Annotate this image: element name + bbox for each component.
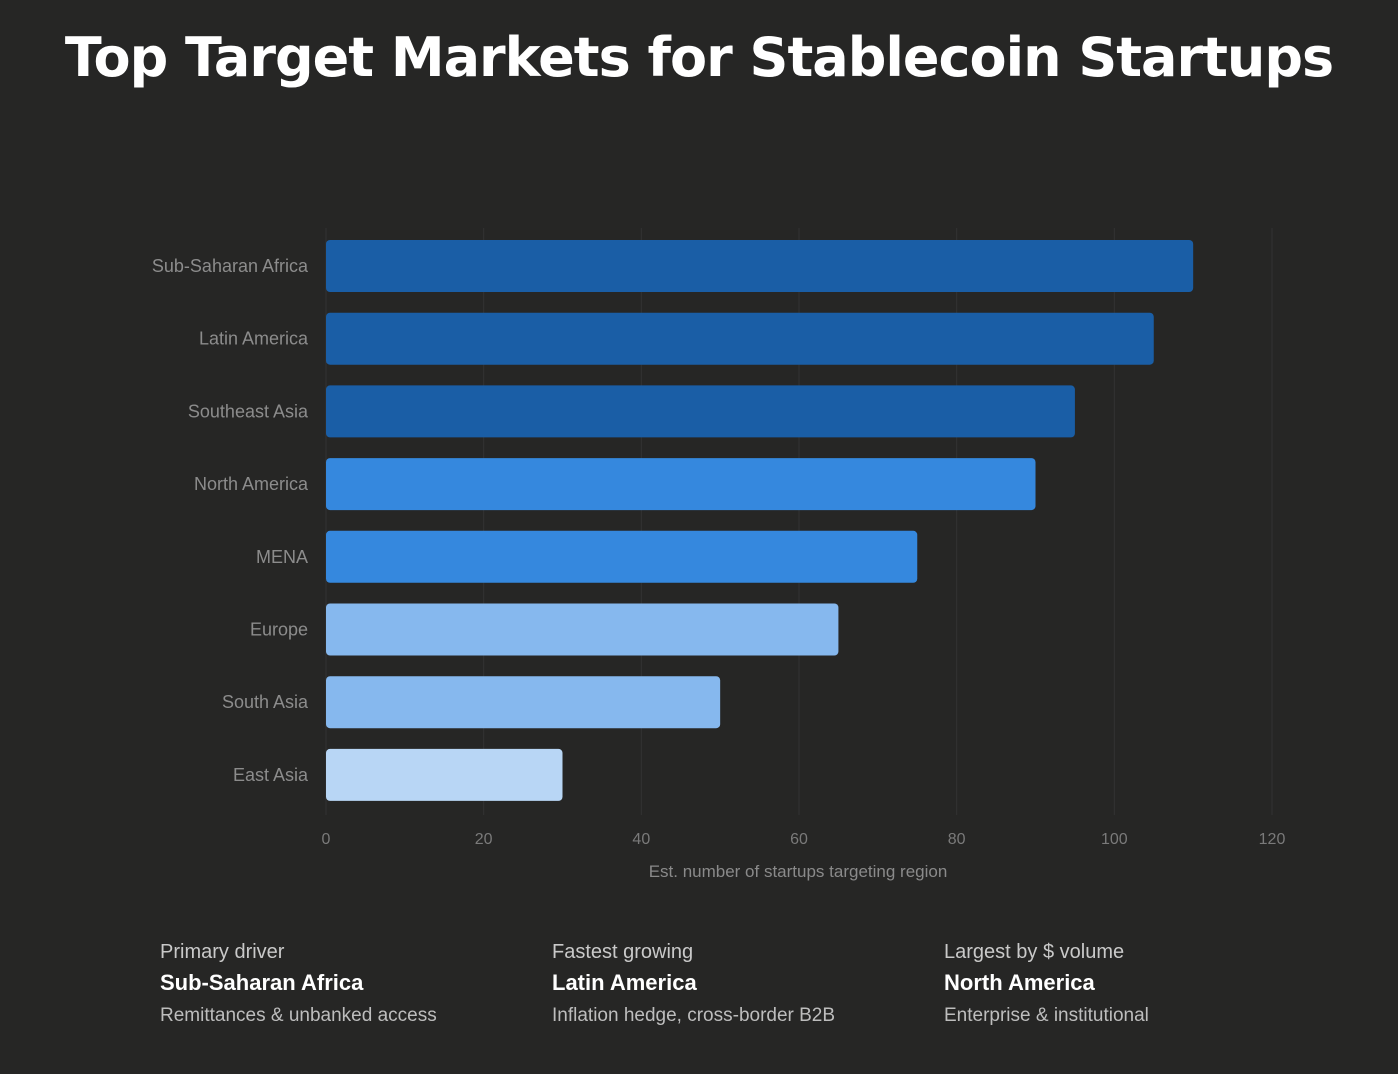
bars	[326, 240, 1194, 801]
x-tick-label: 0	[322, 831, 331, 848]
bar	[326, 240, 1194, 292]
category-label: East Asia	[233, 765, 309, 785]
highlight-fastest-growing: Fastest growing Latin America Inflation …	[552, 938, 932, 1032]
highlight-description: Inflation hedge, cross-border B2B	[552, 1005, 836, 1026]
bar	[326, 385, 1075, 438]
bar	[326, 312, 1154, 365]
category-label: Sub-Saharan Africa	[152, 256, 309, 276]
bar	[326, 748, 563, 801]
highlight-label: Fastest growing	[552, 941, 694, 963]
category-label: Latin America	[199, 329, 309, 349]
highlight-largest-volume: Largest by $ volume North America Enterp…	[944, 938, 1324, 1032]
x-tick-label: 20	[475, 831, 493, 848]
category-labels: Sub-Saharan Africa Latin America Southeast…	[152, 256, 309, 785]
bar	[326, 603, 839, 656]
highlight-label: Primary driver	[160, 941, 285, 963]
bar	[326, 676, 721, 729]
highlight-value: Latin America	[552, 970, 697, 995]
x-tick-label: 60	[790, 831, 808, 848]
x-tick-labels: 0 20 40 60 80 100 120	[322, 831, 1286, 848]
category-label: Southeast Asia	[188, 401, 309, 421]
category-label: Europe	[250, 620, 308, 640]
x-tick-label: 120	[1259, 831, 1286, 848]
chart-title: Top Target Markets for Stablecoin Startu…	[64, 26, 1334, 89]
x-tick-label: 100	[1101, 831, 1128, 848]
x-tick-label: 40	[632, 831, 650, 848]
bar	[326, 458, 1036, 511]
x-axis-label: Est. number of startups targeting region	[649, 862, 948, 881]
category-label: South Asia	[222, 692, 309, 712]
highlight-label: Largest by $ volume	[944, 941, 1125, 963]
highlight-value: North America	[944, 970, 1095, 995]
bar-chart: Sub-Saharan Africa Latin America Southeast…	[152, 228, 1286, 881]
highlight-description: Enterprise & institutional	[944, 1005, 1149, 1026]
category-label: North America	[194, 474, 309, 494]
category-label: MENA	[256, 547, 308, 567]
bar	[326, 530, 918, 583]
highlight-primary-driver: Primary driver Sub-Saharan Africa Remitt…	[160, 938, 540, 1032]
highlight-description: Remittances & unbanked access	[160, 1005, 437, 1026]
highlight-value: Sub-Saharan Africa	[160, 970, 364, 995]
x-tick-label: 80	[948, 831, 966, 848]
